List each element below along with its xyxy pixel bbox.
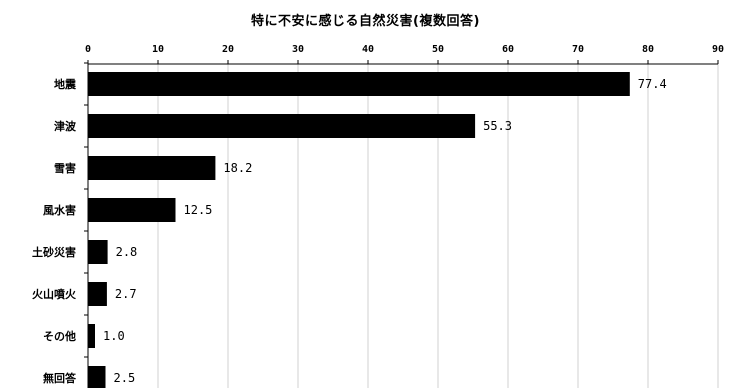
category-label: 風水害 [43,203,76,217]
x-tick-label: 40 [362,44,374,55]
category-label: 土砂災害 [32,245,76,259]
category-label: その他 [43,329,76,343]
category-label: 雪害 [54,161,76,175]
bar [88,156,216,180]
category-label: 地震 [54,77,77,91]
x-tick-label: 10 [152,44,164,55]
x-tick-label: 70 [572,44,584,55]
category-label: 無回答 [43,371,77,385]
bar [88,282,107,306]
bar [88,366,106,388]
x-tick-label: 0 [85,44,91,55]
x-tick-label: 80 [642,44,654,55]
category-label: 火山噴火 [32,287,77,301]
category-label: 津波 [54,119,77,133]
data-label: 55.3 [483,119,512,133]
x-tick-label: 90 [712,44,724,55]
x-tick-label: 20 [222,44,234,55]
bar [88,324,95,348]
bar [88,72,630,96]
x-tick-label: 50 [432,44,444,55]
data-label: 77.4 [638,77,667,91]
chart-title: 特に不安に感じる自然災害(複数回答) [251,14,480,29]
bar [88,240,108,264]
bar [88,114,476,138]
bar [88,198,176,222]
data-label: 2.7 [115,287,137,301]
data-label: 2.8 [116,245,138,259]
x-tick-label: 30 [292,44,304,55]
data-label: 1.0 [103,329,125,343]
data-label: 2.5 [114,371,136,385]
data-label: 18.2 [223,161,252,175]
data-label: 12.5 [184,203,213,217]
x-tick-label: 60 [502,44,514,55]
